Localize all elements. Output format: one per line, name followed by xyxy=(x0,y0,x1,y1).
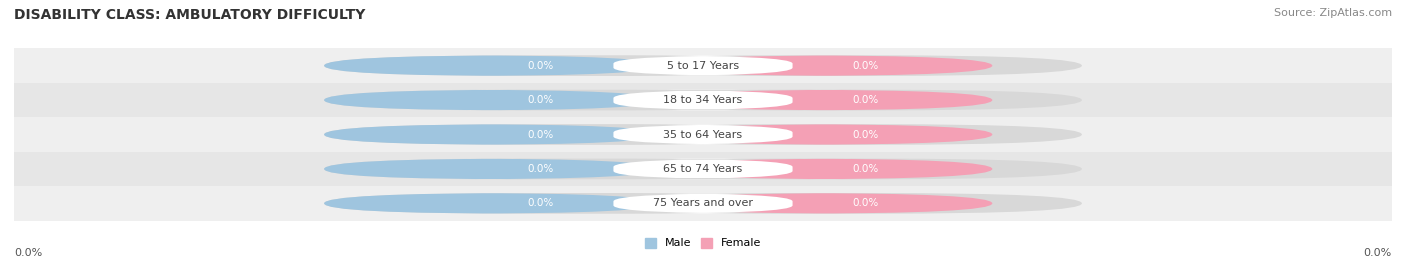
Text: DISABILITY CLASS: AMBULATORY DIFFICULTY: DISABILITY CLASS: AMBULATORY DIFFICULTY xyxy=(14,8,366,22)
FancyBboxPatch shape xyxy=(323,159,1083,179)
FancyBboxPatch shape xyxy=(323,90,658,110)
FancyBboxPatch shape xyxy=(323,124,658,145)
Text: 0.0%: 0.0% xyxy=(852,198,879,208)
FancyBboxPatch shape xyxy=(613,55,793,76)
FancyBboxPatch shape xyxy=(323,159,658,179)
Text: 65 to 74 Years: 65 to 74 Years xyxy=(664,164,742,174)
Text: 0.0%: 0.0% xyxy=(852,61,879,71)
Text: 0.0%: 0.0% xyxy=(852,95,879,105)
Text: 0.0%: 0.0% xyxy=(527,129,554,140)
FancyBboxPatch shape xyxy=(658,193,993,214)
Bar xyxy=(14,117,1392,152)
FancyBboxPatch shape xyxy=(613,124,793,145)
Bar xyxy=(14,152,1392,186)
Text: 5 to 17 Years: 5 to 17 Years xyxy=(666,61,740,71)
FancyBboxPatch shape xyxy=(323,193,658,214)
FancyBboxPatch shape xyxy=(323,90,1083,110)
Text: 0.0%: 0.0% xyxy=(527,95,554,105)
Text: 18 to 34 Years: 18 to 34 Years xyxy=(664,95,742,105)
Legend: Male, Female: Male, Female xyxy=(641,233,765,253)
FancyBboxPatch shape xyxy=(613,90,793,110)
Text: 0.0%: 0.0% xyxy=(852,129,879,140)
Text: 0.0%: 0.0% xyxy=(527,61,554,71)
Bar xyxy=(14,186,1392,221)
FancyBboxPatch shape xyxy=(658,90,993,110)
FancyBboxPatch shape xyxy=(323,124,1083,145)
Text: 35 to 64 Years: 35 to 64 Years xyxy=(664,129,742,140)
Text: 0.0%: 0.0% xyxy=(14,248,42,258)
Text: 0.0%: 0.0% xyxy=(527,164,554,174)
FancyBboxPatch shape xyxy=(658,159,993,179)
FancyBboxPatch shape xyxy=(658,124,993,145)
FancyBboxPatch shape xyxy=(323,193,1083,214)
FancyBboxPatch shape xyxy=(323,55,1083,76)
Bar xyxy=(14,83,1392,117)
Text: 75 Years and over: 75 Years and over xyxy=(652,198,754,208)
Bar xyxy=(14,48,1392,83)
Text: 0.0%: 0.0% xyxy=(527,198,554,208)
FancyBboxPatch shape xyxy=(323,55,658,76)
FancyBboxPatch shape xyxy=(613,159,793,179)
Text: 0.0%: 0.0% xyxy=(852,164,879,174)
Text: 0.0%: 0.0% xyxy=(1364,248,1392,258)
FancyBboxPatch shape xyxy=(613,193,793,214)
FancyBboxPatch shape xyxy=(658,55,993,76)
Text: Source: ZipAtlas.com: Source: ZipAtlas.com xyxy=(1274,8,1392,18)
